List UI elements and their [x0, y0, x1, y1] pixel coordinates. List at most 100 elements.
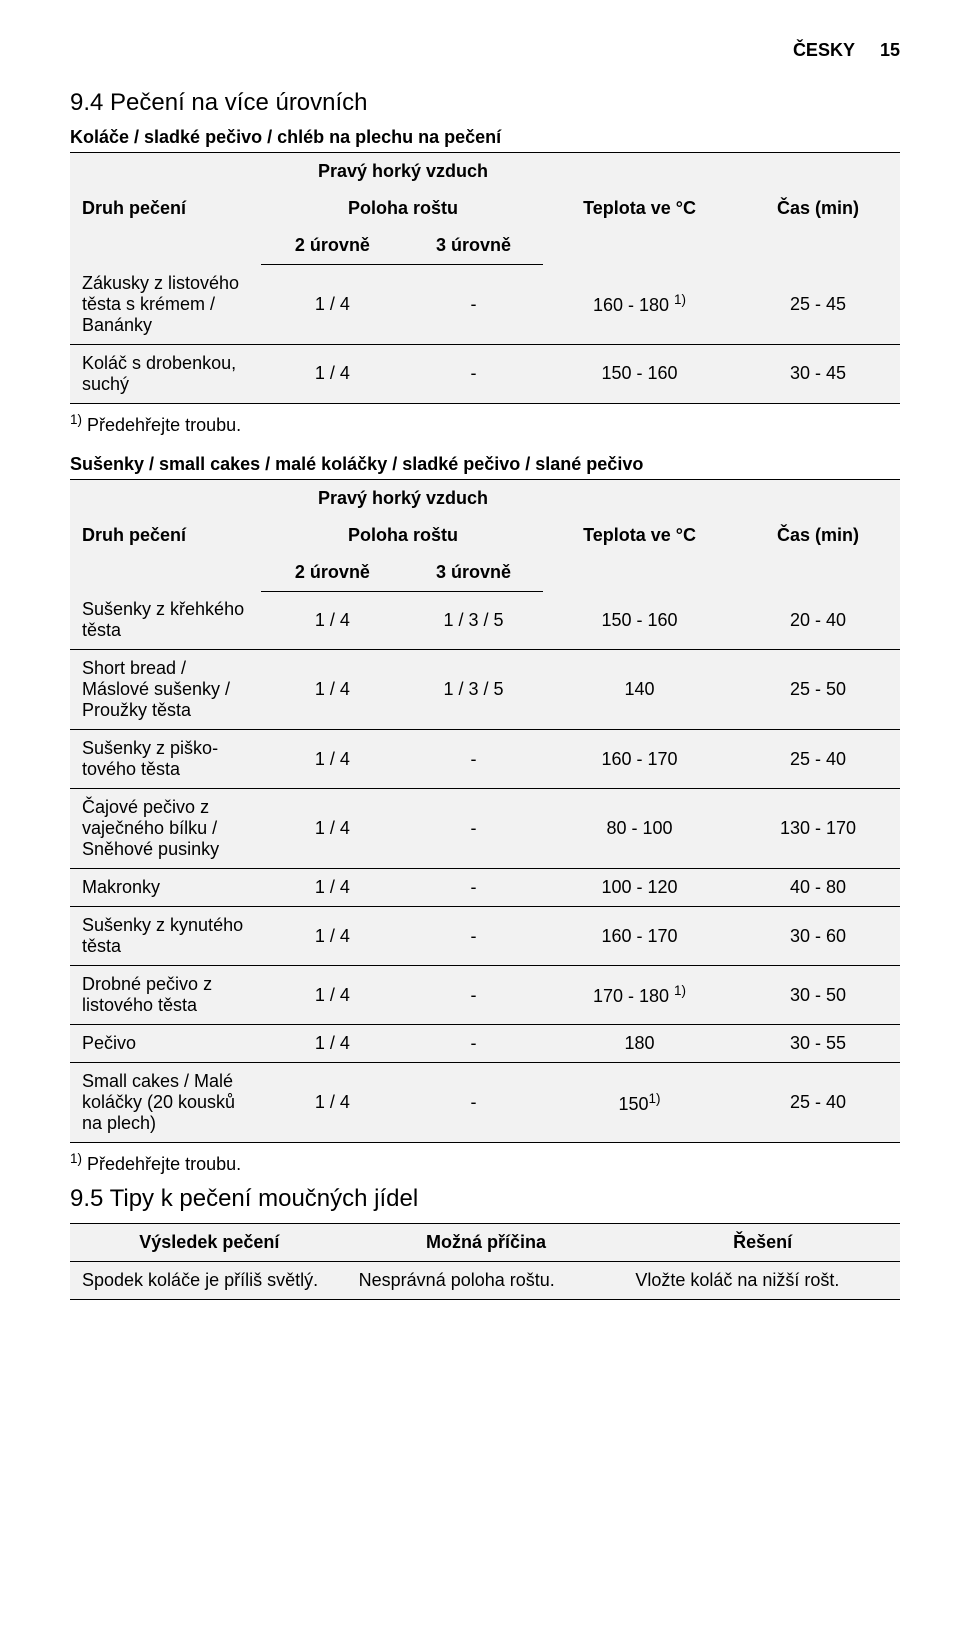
temp-footnote-ref: 1) — [674, 292, 686, 307]
page-header: ČESKY 15 — [70, 40, 900, 61]
cell-type: Pečivo — [70, 1025, 261, 1063]
cell-lvl3: - — [402, 1063, 543, 1143]
cell-lvl2: 1 / 4 — [261, 1025, 402, 1063]
col-type: Druh pečení — [70, 153, 261, 265]
cell-temp: 80 - 100 — [543, 789, 734, 869]
document-page: ČESKY 15 9.4 Pečení na více úrovních Kol… — [0, 0, 960, 1340]
table-row: Pečivo1 / 4-18030 - 55 — [70, 1025, 900, 1063]
footnote-sup: 1) — [70, 1151, 82, 1166]
cell-lvl3: - — [402, 966, 543, 1025]
footnote-text: Předehřejte troubu. — [82, 415, 241, 435]
cell-time: 130 - 170 — [734, 789, 900, 869]
cell-lvl2: 1 / 4 — [261, 1063, 402, 1143]
section1-subtitle: Koláče / sladké pečivo / chléb na plechu… — [70, 127, 900, 148]
cell-lvl2: 1 / 4 — [261, 591, 402, 650]
table-row: Drobné pečivo z listového těsta1 / 4-170… — [70, 966, 900, 1025]
col-time: Čas (min) — [734, 479, 900, 591]
cell-cause: Nesprávná poloha roštu. — [347, 1262, 624, 1300]
cell-temp: 170 - 180 1) — [543, 966, 734, 1025]
cell-lvl3: - — [402, 344, 543, 403]
table-row: Spodek koláče je příliš světlý.Nesprávná… — [70, 1262, 900, 1300]
cell-temp: 150 - 160 — [543, 344, 734, 403]
col-solution: Řešení — [623, 1224, 900, 1262]
cell-time: 25 - 45 — [734, 265, 900, 345]
cell-lvl3: 1 / 3 / 5 — [402, 591, 543, 650]
cell-type: Makronky — [70, 869, 261, 907]
table-section3: Výsledek pečení Možná příčina Řešení Spo… — [70, 1223, 900, 1300]
header-language: ČESKY — [793, 40, 855, 60]
col-time: Čas (min) — [734, 153, 900, 265]
table-row: Makronky1 / 4-100 - 12040 - 80 — [70, 869, 900, 907]
cell-time: 30 - 50 — [734, 966, 900, 1025]
table-row: Zákusky z listo­vého těsta s kré­mem / B… — [70, 265, 900, 345]
cell-temp: 100 - 120 — [543, 869, 734, 907]
table-row: Short bread / Máslové sušen­ky / Proužky… — [70, 650, 900, 730]
col-cause: Možná příčina — [347, 1224, 624, 1262]
cell-lvl3: - — [402, 730, 543, 789]
cell-temp: 150 - 160 — [543, 591, 734, 650]
cell-type: Sušenky z kynu­tého těsta — [70, 907, 261, 966]
cell-solution: Vložte koláč na nižší rošt. — [623, 1262, 900, 1300]
col-pos: Poloha roštu — [261, 517, 543, 554]
table-row: Čajové pečivo z vaječného bílku / Sněhov… — [70, 789, 900, 869]
header-page-number: 15 — [880, 40, 900, 60]
cell-type: Zákusky z listo­vého těsta s kré­mem / B… — [70, 265, 261, 345]
section-title-94: 9.4 Pečení na více úrovních — [70, 89, 900, 117]
col-temp: Teplota ve °C — [543, 479, 734, 591]
cell-time: 25 - 40 — [734, 1063, 900, 1143]
cell-type: Sušenky z křehkého těsta — [70, 591, 261, 650]
section2-footnote: 1) Předehřejte troubu. — [70, 1143, 900, 1185]
cell-lvl3: - — [402, 907, 543, 966]
cell-lvl3: - — [402, 1025, 543, 1063]
table-section1: Druh pečení Pravý horký vzduch Teplota v… — [70, 152, 900, 404]
cell-lvl3: - — [402, 265, 543, 345]
cell-temp: 160 - 170 — [543, 730, 734, 789]
section2-subtitle: Sušenky / small cakes / malé koláčky / s… — [70, 454, 900, 475]
cell-time: 25 - 40 — [734, 730, 900, 789]
cell-lvl2: 1 / 4 — [261, 907, 402, 966]
temp-footnote-ref: 1) — [674, 983, 686, 998]
footnote-sup: 1) — [70, 412, 82, 427]
cell-time: 30 - 55 — [734, 1025, 900, 1063]
table-row: Sušenky z křehkého těsta1 / 41 / 3 / 515… — [70, 591, 900, 650]
cell-lvl2: 1 / 4 — [261, 869, 402, 907]
cell-lvl3: - — [402, 789, 543, 869]
cell-type: Short bread / Máslové sušen­ky / Proužky… — [70, 650, 261, 730]
cell-temp: 160 - 180 1) — [543, 265, 734, 345]
cell-time: 25 - 50 — [734, 650, 900, 730]
col-lvl3: 3 úrovně — [402, 227, 543, 265]
cell-temp: 1501) — [543, 1063, 734, 1143]
col-air: Pravý horký vzduch — [261, 479, 543, 517]
cell-temp: 140 — [543, 650, 734, 730]
cell-type: Small cakes / Malé koláčky (20 kousků na… — [70, 1063, 261, 1143]
cell-temp: 160 - 170 — [543, 907, 734, 966]
cell-type: Koláč s droben­kou, suchý — [70, 344, 261, 403]
cell-lvl3: 1 / 3 / 5 — [402, 650, 543, 730]
col-pos: Poloha roštu — [261, 190, 543, 227]
col-temp: Teplota ve °C — [543, 153, 734, 265]
table-row: Sušenky z piško­tového těsta1 / 4-160 - … — [70, 730, 900, 789]
section1-footnote: 1) Předehřejte troubu. — [70, 404, 900, 446]
col-air: Pravý horký vzduch — [261, 153, 543, 191]
cell-type: Sušenky z piško­tového těsta — [70, 730, 261, 789]
cell-lvl2: 1 / 4 — [261, 730, 402, 789]
cell-time: 30 - 60 — [734, 907, 900, 966]
section-title-95: 9.5 Tipy k pečení moučných jídel — [70, 1185, 900, 1213]
cell-time: 40 - 80 — [734, 869, 900, 907]
cell-lvl2: 1 / 4 — [261, 344, 402, 403]
temp-footnote-ref: 1) — [649, 1091, 661, 1106]
cell-time: 20 - 40 — [734, 591, 900, 650]
table-row: Koláč s droben­kou, suchý1 / 4-150 - 160… — [70, 344, 900, 403]
cell-temp: 180 — [543, 1025, 734, 1063]
cell-lvl2: 1 / 4 — [261, 966, 402, 1025]
cell-time: 30 - 45 — [734, 344, 900, 403]
col-lvl2: 2 úrovně — [261, 227, 402, 265]
cell-lvl2: 1 / 4 — [261, 265, 402, 345]
col-type: Druh pečení — [70, 479, 261, 591]
cell-type: Čajové pečivo z vaječného bílku / Sněhov… — [70, 789, 261, 869]
cell-type: Drobné pečivo z listového těsta — [70, 966, 261, 1025]
cell-result: Spodek koláče je příliš světlý. — [70, 1262, 347, 1300]
col-result: Výsledek pečení — [70, 1224, 347, 1262]
cell-lvl2: 1 / 4 — [261, 650, 402, 730]
cell-lvl2: 1 / 4 — [261, 789, 402, 869]
